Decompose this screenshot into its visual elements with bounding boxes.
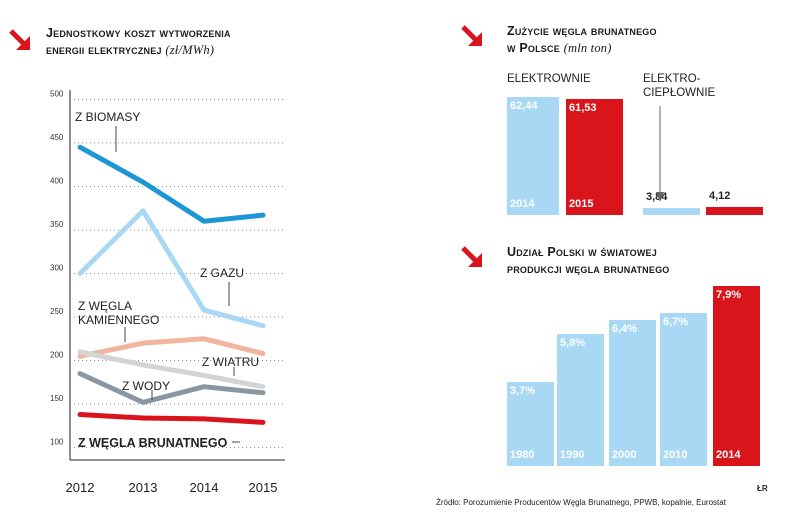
- tr-title-line2: w Polsce: [507, 41, 560, 55]
- share-bar-1990: [557, 333, 604, 466]
- left-title-unit: (zł/MWh): [165, 43, 215, 57]
- credit: ŁR: [757, 484, 768, 493]
- share-value-label: 6,4%: [612, 323, 638, 336]
- arrow-down-right-icon: [461, 25, 482, 46]
- tr-title-line1: Zużycie węgla brunatnego: [507, 24, 657, 38]
- bar-year-label: 2015: [569, 198, 594, 210]
- label-wiatru: Z WIATRU: [202, 355, 260, 369]
- br-title-line1: Udział Polski w światowej: [507, 245, 657, 259]
- share-year-label: 2014: [716, 449, 741, 461]
- series-line-4: [77, 371, 266, 405]
- pointer-line: [656, 106, 664, 202]
- series-line-0: [77, 144, 266, 224]
- bar-value-label: 62,44: [510, 100, 538, 112]
- bar-1-1: [706, 207, 763, 215]
- bar-0-0: [507, 97, 559, 215]
- y-tick-label: 100: [50, 438, 64, 447]
- series-line-5: [77, 412, 266, 425]
- cost-line-chart: 100 150 200 250 300 350 400 450 500 2012 2013 2014 2…: [50, 89, 285, 495]
- y-tick-label: 450: [50, 133, 64, 142]
- share-value-label: 7,9%: [716, 289, 742, 301]
- y-tick-label: 350: [50, 220, 64, 229]
- series-line-3: [77, 349, 266, 390]
- br-title-line2: produkcji węgla brunatnego: [507, 262, 670, 276]
- source-note: Źródło: Porozumienie Producentów Węgla B…: [436, 498, 726, 507]
- share-bar-1980: [507, 381, 554, 466]
- y-tick-label: 300: [50, 264, 64, 273]
- label-wegla-kamiennego: Z WĘGLA KAMIENNEGO: [78, 299, 160, 327]
- label-biomasy: Z BIOMASY: [75, 110, 141, 124]
- bar-value-label: 61,53: [569, 101, 597, 114]
- left-chart-title: Jednostkowy koszt wytworzenia energii el…: [46, 25, 306, 59]
- x-tick-label: 2013: [129, 480, 158, 495]
- group2-line1: ELEKTRO-: [643, 73, 701, 85]
- bar-1-0: [643, 207, 700, 215]
- bottom-right-title: Udział Polski w światowej produkcji węgl…: [507, 244, 777, 278]
- share-bar-2000: [609, 320, 656, 466]
- share-year-label: 2010: [663, 449, 688, 461]
- top-right-title: Zużycie węgla brunatnego w Polsce (mln t…: [507, 23, 777, 57]
- label-wegla-brunatnego: Z WĘGLA BRUNATNEGO: [78, 436, 228, 450]
- arrow-down-right-icon: [9, 29, 30, 50]
- x-tick-label: 2014: [190, 480, 219, 495]
- tr-title-unit: (mln ton): [563, 41, 612, 55]
- share-value-label: 3,7%: [510, 384, 536, 397]
- x-tick-label: 2012: [66, 480, 95, 495]
- share-year-label: 1980: [510, 449, 535, 461]
- share-value-label: 5,8%: [560, 336, 586, 349]
- y-tick-label: 200: [50, 351, 64, 360]
- bar-value-label: 4,12: [709, 190, 731, 203]
- share-bar-2014: [713, 286, 760, 466]
- share-bar-2010: [660, 313, 707, 466]
- group-elektrocieplownie-label: ELEKTRO- CIEPŁOWNIE: [643, 72, 715, 100]
- y-tick-label: 400: [50, 176, 64, 185]
- series-line-1: [77, 208, 266, 329]
- group-elektrownie-label: ELEKTROWNIE: [507, 73, 591, 85]
- series-line-2: [77, 336, 266, 359]
- label-gazu: Z GAZU: [200, 266, 244, 280]
- left-title-line2: energii elektrycznej: [46, 43, 162, 57]
- x-tick-label: 2015: [249, 480, 278, 495]
- bar-0-1: [566, 98, 623, 215]
- arrow-down-right-icon: [461, 246, 482, 267]
- y-tick-label: 150: [50, 394, 64, 403]
- group2-line2: CIEPŁOWNIE: [643, 87, 716, 99]
- y-tick-label: 250: [50, 307, 64, 316]
- bar-year-label: 2014: [510, 198, 535, 210]
- label-wody: Z WODY: [122, 379, 170, 393]
- share-year-label: 1990: [560, 449, 585, 461]
- y-tick-label: 500: [50, 89, 64, 98]
- share-value-label: 6,7%: [663, 316, 689, 329]
- share-year-label: 2000: [612, 449, 637, 461]
- left-title-line1: Jednostkowy koszt wytworzenia: [46, 26, 231, 40]
